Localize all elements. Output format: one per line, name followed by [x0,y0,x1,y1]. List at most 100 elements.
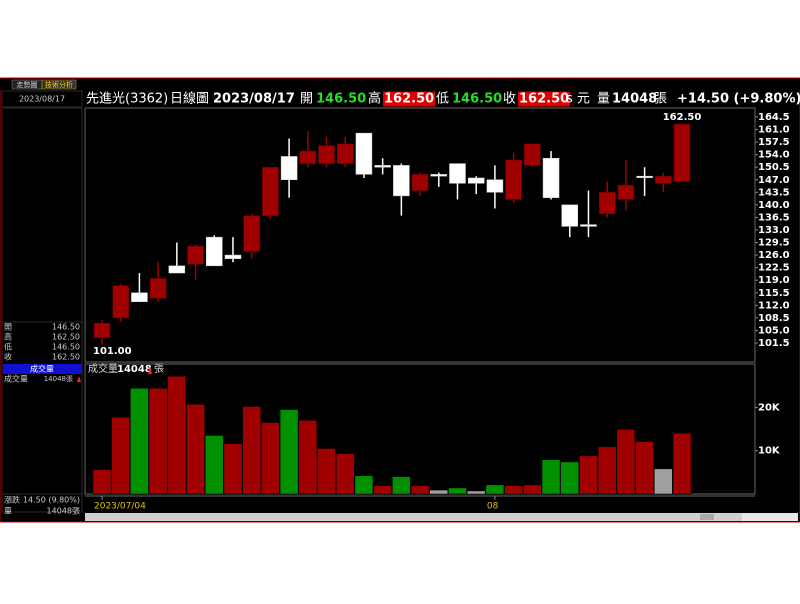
volume-bar [616,429,636,495]
volume-bar [654,468,673,495]
volume-bar [635,441,654,495]
quote-label: 低 [4,342,12,352]
candle-body [262,166,279,216]
candle-body [168,265,186,274]
volume-bar [410,485,430,495]
volume-bar [186,404,205,495]
y-tick-label: 133.0 [758,225,790,236]
volume-bar [298,420,318,495]
volume-bar [672,432,692,495]
field-value: 146.50 [316,92,366,107]
volume-bar [242,406,261,495]
volume-bar [485,484,505,495]
volume-bar [148,388,168,495]
footer-label: 量 [4,507,12,516]
volume-bar [317,448,336,495]
candle-body [486,179,504,193]
y-tick-label: 108.5 [758,313,790,324]
field-value: 162.50 [384,92,434,107]
y-tick-label: 115.5 [758,288,790,299]
period: 日線圖 [170,91,209,107]
y-tick-label: 122.5 [758,263,790,274]
candle-body [598,192,616,215]
candle-body [224,254,242,259]
candle-body [673,123,691,182]
candle-body [467,177,485,184]
scroll-thumb[interactable] [700,514,714,520]
title-strip [0,79,800,90]
candle-body [542,157,560,198]
change: +14.50 (+9.80%) [677,92,800,107]
y-tick-label: 105.0 [758,325,790,336]
footer-label: 漲跌 [4,495,20,505]
x-tick-label: 08 [487,502,499,512]
date-box [1,90,83,108]
volume-header-bg [3,364,82,374]
field-label: 高 [368,91,381,107]
candle-body [617,184,635,200]
candle-body [655,175,672,184]
candle-body [411,174,429,191]
sidebar-date: 2023/08/17 [19,95,65,104]
volume-label: 量 [597,92,610,107]
value-highlight [518,91,571,107]
volume: 14048 [612,92,657,107]
candle-body [336,143,354,164]
volume-row-value: 14048張 [44,375,73,383]
price-panel [84,107,756,363]
stock-name: 先進光(3362) [86,92,168,107]
value-highlight [383,91,436,107]
volume-bar [279,409,299,495]
toolbar-icons[interactable] [742,513,798,521]
volume-unit: 張 [654,92,667,107]
volume-bar [541,459,561,495]
y-tick-label: 136.5 [758,212,790,223]
y-tick-label: 161.0 [758,125,790,136]
min-label: 101.00 [93,346,132,357]
tab-active[interactable] [41,79,77,90]
volume-bar [130,388,149,495]
volume-bar [466,490,486,495]
y-tick-label: 119.0 [758,275,790,286]
quote-label: 開 [4,323,12,332]
volume-title: 成交量 [88,362,118,375]
volume-bar [429,489,449,495]
volume-title-unit: 張 [154,363,164,375]
y-tick-label: 164.5 [758,112,790,123]
y-tick-label: 20K [758,402,781,413]
candle-body [112,285,129,319]
field-value: 146.50 [452,92,502,107]
y-tick-label: 129.5 [758,238,790,249]
candle-body [280,156,298,181]
volume-bar [523,484,542,495]
candle-body [449,163,466,184]
field-label: 低 [436,92,449,107]
volume-bar [92,469,112,495]
candle-body [206,236,223,267]
scrollbar[interactable] [85,513,753,521]
sidebar [1,107,83,513]
volume-header: 成交量 [30,364,54,374]
candle-body [299,150,317,164]
candle-body [149,278,167,299]
y-tick-label: 157.5 [758,137,790,148]
volume-bar [392,476,411,495]
tab-label[interactable]: 走勢圖 [17,80,38,89]
unit: s 元 [566,92,590,107]
y-tick-label: 140.0 [758,200,790,211]
quote-value: 162.50 [52,353,80,362]
y-tick-label: 150.5 [758,162,790,173]
volume-bar [504,485,523,495]
volume-row-label: 成交量 [4,374,28,384]
field-label: 開 [300,92,313,107]
tab-label[interactable]: 技術分析 [45,80,73,89]
volume-bar [167,375,187,495]
quote-value: 146.50 [52,343,80,352]
y-tick-label: 154.0 [758,150,790,161]
volume-bar [111,417,130,495]
y-tick-label: 101.5 [758,338,790,349]
date: 2023/08/17 [213,92,295,107]
up-arrow [148,366,152,374]
